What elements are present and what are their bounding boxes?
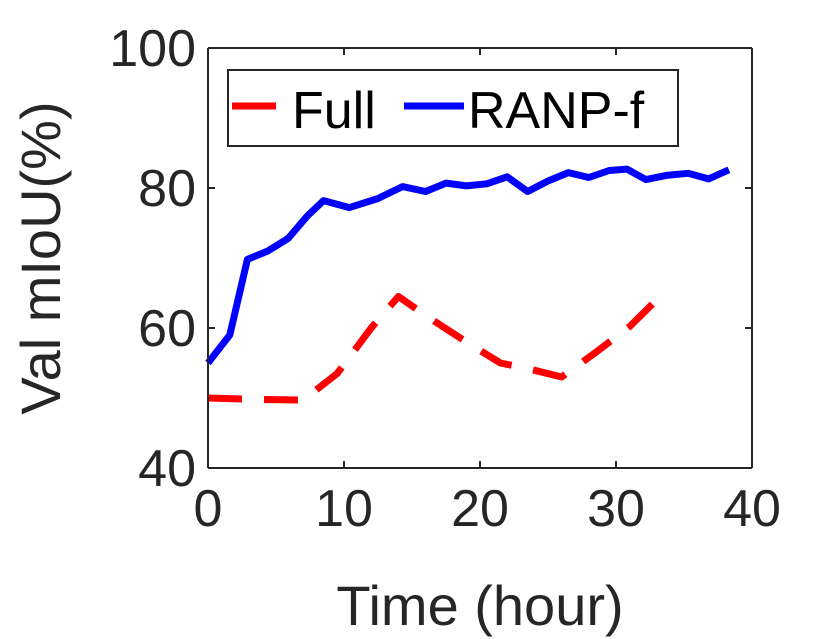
x-tick-label: 20 [451, 480, 509, 538]
x-axis-title: Time (hour) [336, 574, 623, 637]
legend-label-full: Full [292, 82, 376, 140]
legend: Full RANP-f [227, 69, 679, 147]
series-line-full [207, 290, 667, 404]
x-tick-label: 40 [723, 480, 781, 538]
legend-label-ranp-f: RANP-f [468, 82, 645, 140]
ticks-layer: 0 10 20 30 40 40 60 80 100 [109, 20, 781, 538]
y-tick-label: 100 [109, 20, 196, 78]
y-axis-title: Val mIoU(%) [9, 101, 72, 414]
series-layer [205, 165, 731, 404]
series-line-ranp-f [205, 165, 731, 366]
x-tick-label: 0 [194, 480, 223, 538]
y-tick-label: 80 [138, 160, 196, 218]
x-tick-label: 30 [587, 480, 645, 538]
y-tick-label: 40 [138, 440, 196, 498]
y-tick-label: 60 [138, 300, 196, 358]
x-tick-label: 10 [315, 480, 373, 538]
